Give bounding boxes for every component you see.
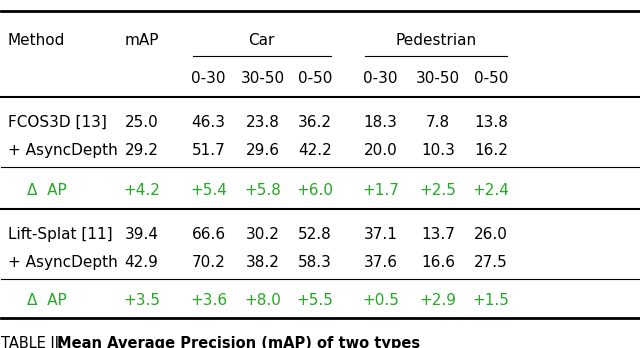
Text: 39.4: 39.4 <box>125 227 159 242</box>
Text: +6.0: +6.0 <box>296 183 333 198</box>
Text: 37.1: 37.1 <box>364 227 397 242</box>
Text: +2.9: +2.9 <box>419 293 456 308</box>
Text: 30-50: 30-50 <box>241 71 285 86</box>
Text: +2.4: +2.4 <box>472 183 509 198</box>
Text: 27.5: 27.5 <box>474 255 508 270</box>
Text: 46.3: 46.3 <box>191 114 225 129</box>
Text: Method: Method <box>8 33 65 48</box>
Text: 30.2: 30.2 <box>246 227 280 242</box>
Text: Δ  AP: Δ AP <box>27 293 67 308</box>
Text: 20.0: 20.0 <box>364 143 397 158</box>
Text: 66.6: 66.6 <box>191 227 225 242</box>
Text: 52.8: 52.8 <box>298 227 332 242</box>
Text: 58.3: 58.3 <box>298 255 332 270</box>
Text: 16.6: 16.6 <box>421 255 455 270</box>
Text: 37.6: 37.6 <box>364 255 397 270</box>
Text: Lift-Splat [11]: Lift-Splat [11] <box>8 227 113 242</box>
Text: 0-30: 0-30 <box>191 71 226 86</box>
Text: Car: Car <box>248 33 275 48</box>
Text: mAP: mAP <box>124 33 159 48</box>
Text: 51.7: 51.7 <box>191 143 225 158</box>
Text: 29.6: 29.6 <box>246 143 280 158</box>
Text: 70.2: 70.2 <box>191 255 225 270</box>
Text: 18.3: 18.3 <box>364 114 397 129</box>
Text: 42.9: 42.9 <box>125 255 159 270</box>
Text: 30-50: 30-50 <box>416 71 460 86</box>
Text: 7.8: 7.8 <box>426 114 450 129</box>
Text: Mean Average Precision (mAP) of two types: Mean Average Precision (mAP) of two type… <box>57 336 420 348</box>
Text: 42.2: 42.2 <box>298 143 332 158</box>
Text: Pedestrian: Pedestrian <box>395 33 476 48</box>
Text: TABLE II:: TABLE II: <box>1 336 69 348</box>
Text: +4.2: +4.2 <box>123 183 160 198</box>
Text: 13.7: 13.7 <box>421 227 455 242</box>
Text: +3.6: +3.6 <box>190 293 227 308</box>
Text: 36.2: 36.2 <box>298 114 332 129</box>
Text: Δ  AP: Δ AP <box>27 183 67 198</box>
Text: 13.8: 13.8 <box>474 114 508 129</box>
Text: +5.8: +5.8 <box>244 183 281 198</box>
Text: +3.5: +3.5 <box>123 293 160 308</box>
Text: 0-30: 0-30 <box>364 71 398 86</box>
Text: + AsyncDepth: + AsyncDepth <box>8 143 118 158</box>
Text: 23.8: 23.8 <box>246 114 280 129</box>
Text: 0-50: 0-50 <box>474 71 508 86</box>
Text: +1.5: +1.5 <box>472 293 509 308</box>
Text: 0-50: 0-50 <box>298 71 332 86</box>
Text: +0.5: +0.5 <box>362 293 399 308</box>
Text: 16.2: 16.2 <box>474 143 508 158</box>
Text: 26.0: 26.0 <box>474 227 508 242</box>
Text: +8.0: +8.0 <box>244 293 281 308</box>
Text: 25.0: 25.0 <box>125 114 159 129</box>
Text: +5.4: +5.4 <box>190 183 227 198</box>
Text: + AsyncDepth: + AsyncDepth <box>8 255 118 270</box>
Text: 10.3: 10.3 <box>421 143 455 158</box>
Text: 38.2: 38.2 <box>246 255 280 270</box>
Text: +2.5: +2.5 <box>419 183 456 198</box>
Text: +5.5: +5.5 <box>296 293 333 308</box>
Text: +1.7: +1.7 <box>362 183 399 198</box>
Text: FCOS3D [13]: FCOS3D [13] <box>8 114 107 129</box>
Text: 29.2: 29.2 <box>125 143 159 158</box>
